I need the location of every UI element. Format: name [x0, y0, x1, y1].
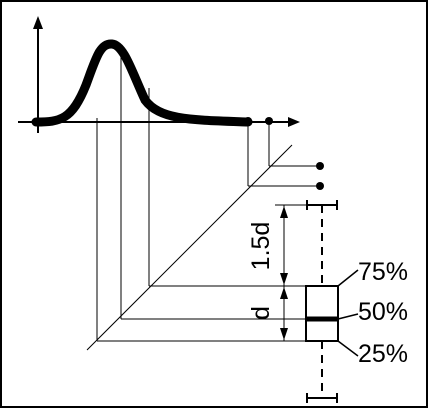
q50-label: 50% [358, 298, 408, 326]
boxplot-outlier-2 [316, 182, 324, 190]
density-curve [31, 39, 253, 127]
q25-leader-line [337, 340, 359, 357]
iqr-length-label: d [247, 306, 275, 320]
boxplot-outlier-1 [316, 162, 324, 170]
q50-leader-line [337, 313, 359, 320]
x-axis-arrowhead [288, 117, 300, 127]
arrow-iqr-top [280, 287, 288, 299]
q75-label: 75% [358, 258, 408, 286]
outlier-dot-2 [265, 117, 273, 125]
iqr-box [305, 285, 339, 342]
q75-leader-line [337, 269, 359, 287]
q25-label: 25% [358, 340, 408, 368]
arrow-whisker-bottom [280, 273, 288, 285]
whisker-length-label: 1.5d [247, 222, 275, 271]
diagonal-reflection-line [86, 144, 293, 351]
arrow-iqr-bottom [280, 328, 288, 340]
arrow-whisker-top [280, 206, 288, 218]
y-axis-arrowhead [33, 16, 43, 29]
outlier-dot-1 [244, 117, 252, 125]
